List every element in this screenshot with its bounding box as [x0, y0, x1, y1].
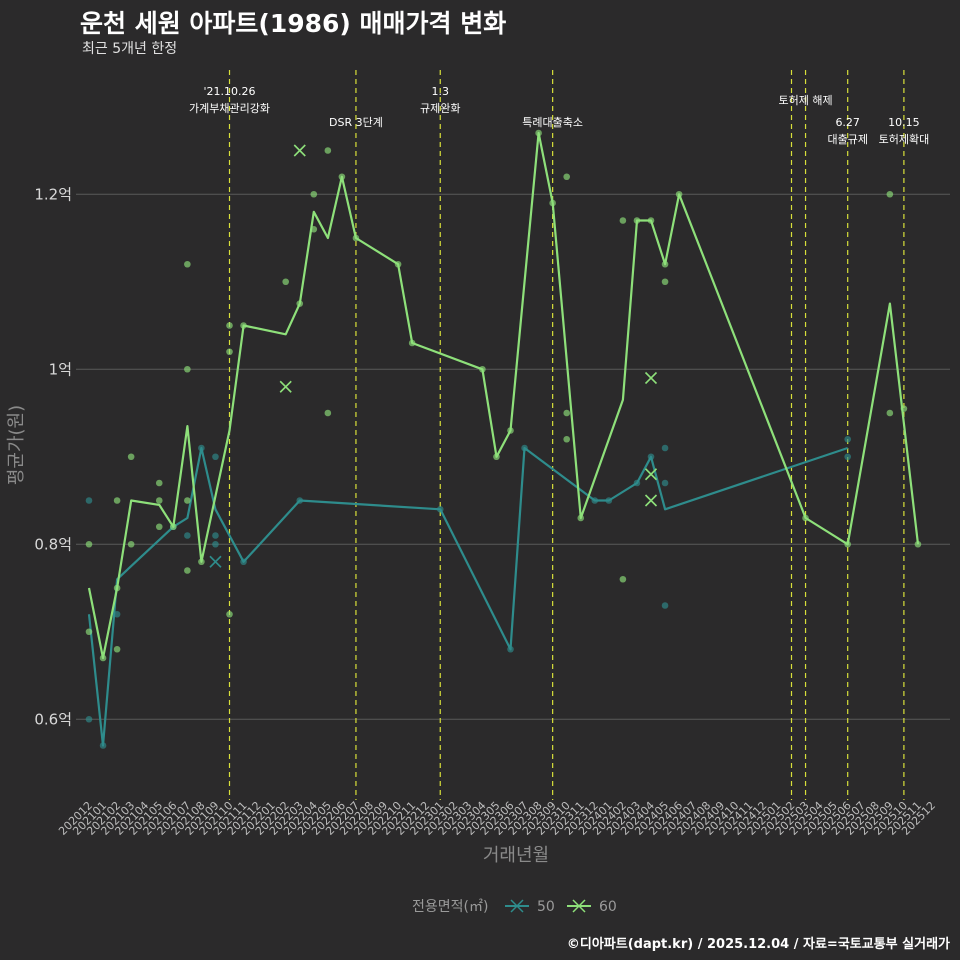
legend-title: 전용면적(㎡): [412, 899, 488, 915]
y-axis-title: 평균가(원): [6, 405, 27, 485]
series-line: [87, 131, 920, 660]
legend-label: 60: [599, 899, 617, 915]
event-label: 가계부채관리강화: [189, 102, 270, 115]
data-point: [113, 645, 121, 653]
data-point: [113, 497, 121, 504]
data-point: [282, 278, 290, 286]
data-point: [619, 217, 627, 224]
chart-title: 운천 세원 아파트(1986) 매매가격 변화: [80, 9, 507, 38]
legend-cross: [510, 899, 524, 913]
cross-marker: [293, 144, 306, 157]
series-layer: [85, 129, 922, 749]
legend-cross: [572, 899, 586, 913]
event-label: 토허제 해제: [778, 93, 832, 107]
y-axis-ticks: 0.6억 0.8억 1억 1.2억: [34, 185, 72, 728]
legend-label: 50: [537, 899, 555, 915]
data-point: [85, 497, 93, 504]
event-date-label: 6.27: [835, 116, 860, 129]
chart-subtitle: 최근 5개년 한정: [82, 41, 178, 57]
x-axis-ticks: 2020122021012021022021032021042021052021…: [56, 799, 938, 838]
y-tick-label: 1억: [49, 360, 72, 378]
data-point: [85, 715, 93, 723]
series-60: [85, 129, 922, 662]
data-point: [184, 497, 191, 504]
cross-marker: [279, 380, 292, 393]
cross-marker: [644, 371, 658, 385]
event-label: 토허제확대: [879, 133, 930, 146]
legend-items: 50 60: [505, 899, 617, 915]
data-point: [184, 567, 191, 574]
x-axis-title: 거래년월: [483, 845, 549, 866]
cross-marker: [644, 468, 658, 481]
data-point: [661, 278, 669, 286]
data-point: [85, 540, 93, 548]
data-point: [226, 348, 233, 356]
data-point: [127, 453, 135, 461]
data-point: [661, 444, 669, 452]
data-point: [886, 190, 894, 198]
event-lines: [228, 70, 905, 800]
data-point: [563, 173, 570, 181]
data-point: [155, 479, 163, 487]
cross-marker: [644, 494, 658, 507]
data-point: [886, 409, 894, 417]
data-point: [184, 365, 191, 373]
data-point: [226, 610, 233, 618]
event-date-label: 1.3: [432, 85, 450, 98]
event-date-label: '21.10.26: [203, 85, 255, 98]
y-tick-label: 1.2억: [34, 185, 72, 203]
series-line: [87, 446, 849, 747]
legend-item: 50: [505, 899, 555, 915]
data-point: [844, 435, 851, 443]
data-point: [324, 409, 332, 417]
event-date-label: 10.15: [888, 116, 920, 129]
event-label: 특례대출축소: [522, 116, 583, 129]
data-point: [113, 610, 121, 618]
y-tick-label: 0.8억: [34, 535, 72, 553]
event-label: 규제완화: [420, 102, 460, 115]
data-point: [212, 453, 219, 461]
data-point: [212, 540, 219, 548]
legend-item: 60: [567, 899, 617, 915]
event-label: 대출규제: [827, 133, 867, 146]
data-point: [155, 497, 163, 504]
data-point: [619, 575, 627, 583]
y-tick-label: 0.6억: [34, 710, 72, 728]
data-point: [184, 532, 191, 539]
data-point: [155, 523, 163, 531]
event-label: DSR 3단계: [329, 116, 383, 129]
data-point: [127, 540, 135, 548]
data-point: [661, 479, 669, 487]
data-point: [563, 409, 570, 417]
data-point: [226, 322, 233, 329]
data-point: [844, 453, 851, 461]
data-point: [324, 147, 332, 154]
data-point: [212, 532, 219, 539]
data-point: [661, 602, 669, 609]
credit: ©디아파트(dapt.kr) / 2025.12.04 / 자료=국토교통부 실…: [566, 937, 950, 952]
legend: 전용면적(㎡) 50 60: [412, 899, 617, 915]
cross-marker: [209, 555, 222, 568]
series-50: [85, 435, 851, 749]
data-point: [184, 260, 191, 268]
grid-layer: [76, 193, 950, 720]
data-point: [310, 190, 318, 198]
data-point: [85, 628, 93, 636]
data-point: [563, 435, 570, 443]
